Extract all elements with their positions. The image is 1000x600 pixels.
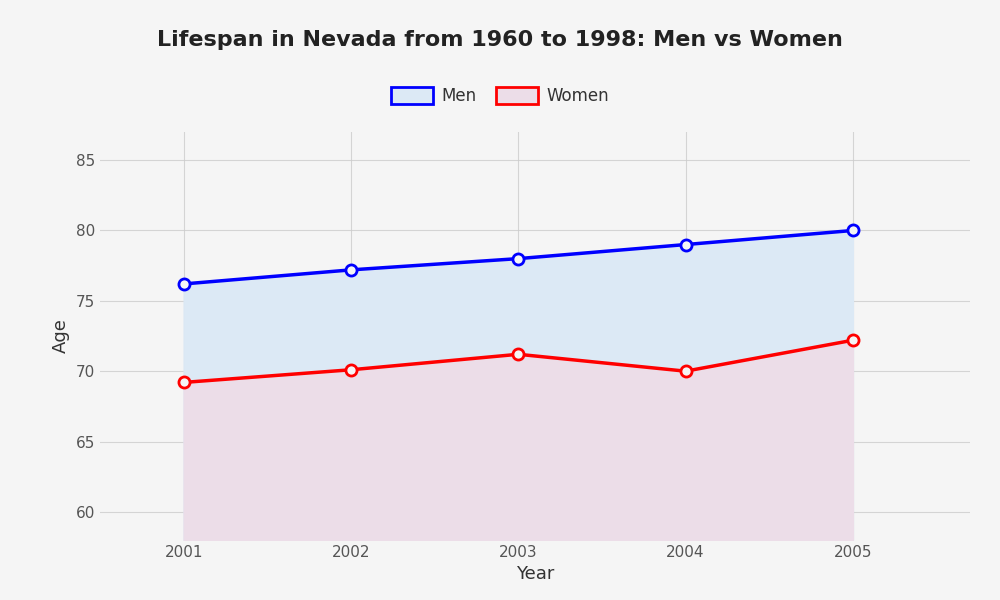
X-axis label: Year: Year [516,565,554,583]
Text: Lifespan in Nevada from 1960 to 1998: Men vs Women: Lifespan in Nevada from 1960 to 1998: Me… [157,30,843,50]
Legend: Men, Women: Men, Women [384,80,616,112]
Y-axis label: Age: Age [52,319,70,353]
